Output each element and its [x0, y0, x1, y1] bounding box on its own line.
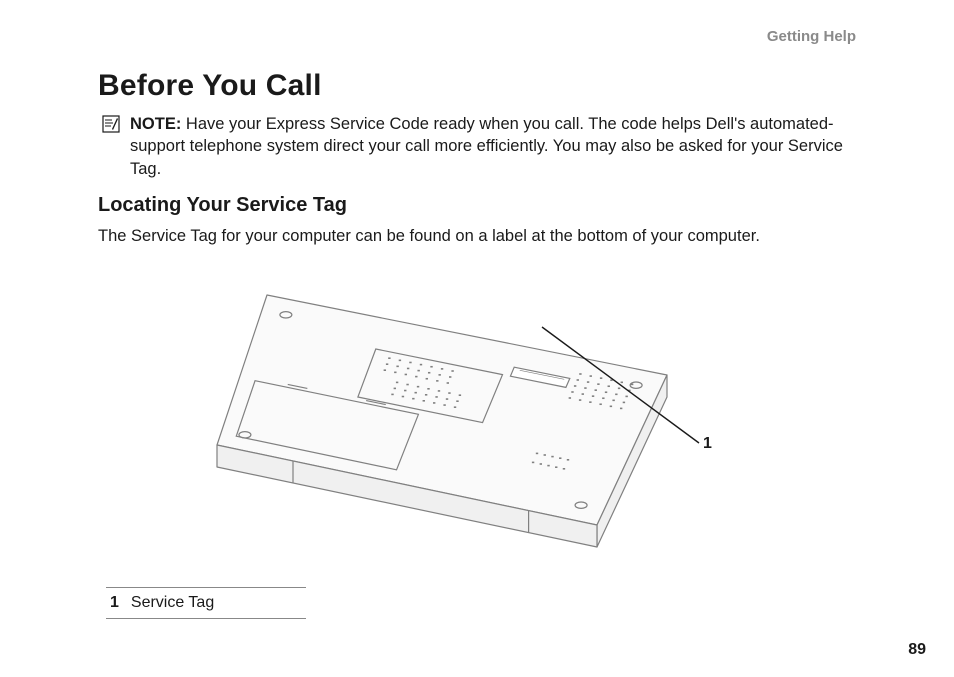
- page-number: 89: [908, 641, 926, 659]
- section-heading: Locating Your Service Tag: [98, 194, 856, 217]
- page-title: Before You Call: [98, 69, 856, 103]
- note-text: NOTE: Have your Express Service Code rea…: [130, 113, 856, 180]
- callout-number-1: 1: [703, 435, 712, 453]
- page-container: Getting Help Before You Call NOTE: Have …: [0, 0, 954, 677]
- laptop-illustration: [197, 265, 757, 565]
- figure-legend: 1 Service Tag: [106, 587, 306, 619]
- section-body: The Service Tag for your computer can be…: [98, 225, 856, 247]
- note-lead: NOTE:: [130, 115, 181, 133]
- legend-num: 1: [110, 594, 119, 612]
- legend-row: 1 Service Tag: [110, 594, 302, 612]
- note-body: Have your Express Service Code ready whe…: [130, 115, 843, 178]
- running-head: Getting Help: [98, 28, 856, 45]
- legend-label: Service Tag: [131, 594, 214, 612]
- note-icon: [102, 115, 120, 133]
- note-block: NOTE: Have your Express Service Code rea…: [98, 113, 856, 180]
- figure-laptop-bottom: 1: [197, 265, 757, 565]
